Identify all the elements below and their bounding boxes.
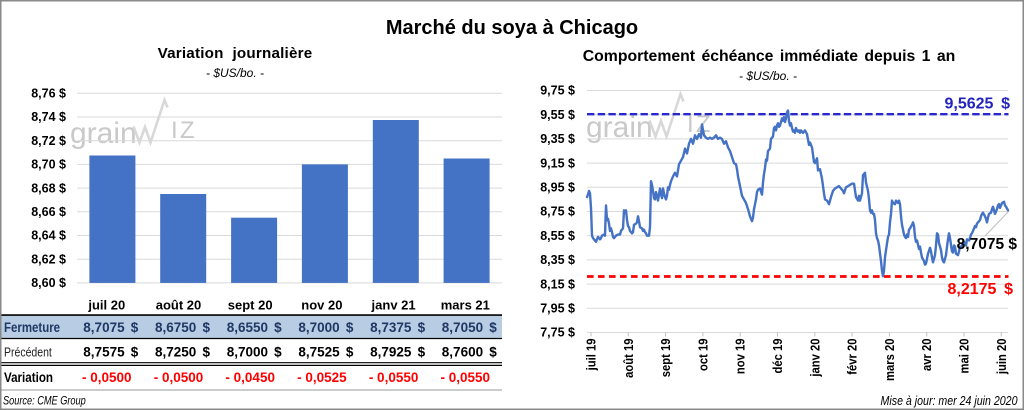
- svg-text:$: $: [489, 320, 497, 335]
- svg-text:grain: grain: [70, 117, 137, 150]
- svg-text:- 0,0450: - 0,0450: [225, 370, 275, 385]
- svg-text:- $US/bo. -: - $US/bo. -: [206, 66, 264, 80]
- svg-text:8,70 $: 8,70 $: [31, 158, 66, 172]
- svg-text:Comportement échéance immédiat: Comportement échéance immédiate depuis 1…: [583, 48, 956, 65]
- svg-text:$: $: [202, 320, 210, 335]
- svg-text:avr 20: avr 20: [920, 338, 935, 371]
- svg-text:8,7050: 8,7050: [442, 320, 483, 335]
- svg-text:8,95 $: 8,95 $: [540, 181, 575, 195]
- svg-text:8,7075: 8,7075: [83, 320, 125, 335]
- svg-text:$: $: [489, 345, 497, 360]
- svg-text:8,75 $: 8,75 $: [540, 205, 575, 219]
- svg-text:févr 20: févr 20: [845, 338, 860, 375]
- svg-text:8,2175 $: 8,2175 $: [948, 281, 1014, 298]
- svg-text:8,6750: 8,6750: [155, 320, 196, 335]
- svg-text:8,60 $: 8,60 $: [31, 276, 66, 290]
- svg-text:8,7250: 8,7250: [155, 345, 196, 360]
- svg-text:8,62 $: 8,62 $: [31, 252, 66, 266]
- svg-text:8,7575: 8,7575: [83, 345, 125, 360]
- svg-text:$: $: [346, 345, 354, 360]
- svg-text:mars 21: mars 21: [441, 298, 490, 313]
- svg-text:nov 19: nov 19: [733, 338, 748, 374]
- svg-text:déc 19: déc 19: [770, 338, 785, 373]
- svg-text:8,55 $: 8,55 $: [540, 229, 575, 243]
- svg-text:8,7525: 8,7525: [298, 345, 340, 360]
- svg-text:janv 20: janv 20: [808, 338, 823, 377]
- svg-text:8,7375: 8,7375: [370, 320, 412, 335]
- svg-text:- $US/bo. -: - $US/bo. -: [739, 69, 797, 83]
- svg-text:sept 20: sept 20: [228, 298, 273, 313]
- svg-text:juil 20: juil 20: [87, 298, 125, 313]
- svg-text:- 0,0500: - 0,0500: [154, 370, 204, 385]
- svg-text:mai 20: mai 20: [957, 338, 972, 373]
- svg-text:Source: CME Group: Source: CME Group: [3, 396, 86, 408]
- svg-text:nov 20: nov 20: [301, 298, 342, 313]
- svg-text:8,72 $: 8,72 $: [31, 134, 66, 148]
- svg-text:janv 21: janv 21: [371, 298, 416, 313]
- svg-text:- 0,0550: - 0,0550: [441, 370, 491, 385]
- svg-text:IZ: IZ: [687, 111, 713, 138]
- svg-text:9,55 $: 9,55 $: [540, 108, 575, 122]
- svg-text:8,6550: 8,6550: [227, 320, 268, 335]
- svg-text:8,35 $: 8,35 $: [540, 253, 575, 267]
- svg-text:août 20: août 20: [156, 298, 202, 313]
- svg-text:9,75 $: 9,75 $: [540, 84, 575, 98]
- svg-text:Variation journalière: Variation journalière: [158, 45, 313, 62]
- svg-text:Mise à jour: mer 24 juin 2020: Mise à jour: mer 24 juin 2020: [881, 394, 1018, 408]
- svg-text:8,7075 $: 8,7075 $: [957, 236, 1018, 253]
- svg-text:août 19: août 19: [621, 338, 636, 378]
- svg-text:8,7925: 8,7925: [370, 345, 412, 360]
- svg-text:Variation: Variation: [4, 370, 53, 385]
- svg-text:8,7000: 8,7000: [227, 345, 268, 360]
- svg-text:- 0,0500: - 0,0500: [82, 370, 132, 385]
- svg-text:- 0,0550: - 0,0550: [369, 370, 419, 385]
- svg-text:$: $: [131, 320, 139, 335]
- svg-text:Précédent: Précédent: [4, 347, 53, 360]
- svg-text:9,35 $: 9,35 $: [540, 132, 575, 146]
- svg-text:IZ: IZ: [171, 117, 197, 144]
- svg-text:Marché du soya à Chicago: Marché du soya à Chicago: [386, 17, 638, 39]
- svg-text:Fermeture: Fermeture: [4, 320, 60, 335]
- svg-text:$: $: [131, 345, 139, 360]
- svg-text:8,7600: 8,7600: [442, 345, 483, 360]
- svg-text:7,95 $: 7,95 $: [540, 302, 575, 316]
- svg-text:8,15 $: 8,15 $: [540, 277, 575, 291]
- svg-text:juil 19: juil 19: [584, 338, 599, 371]
- svg-text:$: $: [346, 320, 354, 335]
- svg-text:$: $: [202, 345, 210, 360]
- svg-text:- 0,0525: - 0,0525: [297, 370, 347, 385]
- svg-text:7,75 $: 7,75 $: [540, 326, 575, 340]
- svg-text:$: $: [418, 345, 426, 360]
- svg-text:juin 20: juin 20: [994, 338, 1009, 375]
- svg-text:sept 19: sept 19: [659, 338, 674, 377]
- svg-text:8,74 $: 8,74 $: [31, 110, 66, 124]
- svg-text:$: $: [274, 345, 282, 360]
- svg-text:8,64 $: 8,64 $: [31, 229, 66, 243]
- svg-text:9,15 $: 9,15 $: [540, 156, 575, 170]
- svg-text:9,5625 $: 9,5625 $: [945, 96, 1011, 113]
- svg-text:oct 19: oct 19: [696, 338, 711, 371]
- svg-text:8,76 $: 8,76 $: [31, 87, 66, 101]
- svg-text:8,66 $: 8,66 $: [31, 205, 66, 219]
- svg-text:8,68 $: 8,68 $: [31, 181, 66, 195]
- svg-text:8,7000: 8,7000: [298, 320, 339, 335]
- svg-text:$: $: [418, 320, 426, 335]
- svg-text:$: $: [274, 320, 282, 335]
- svg-text:mars 20: mars 20: [882, 338, 897, 381]
